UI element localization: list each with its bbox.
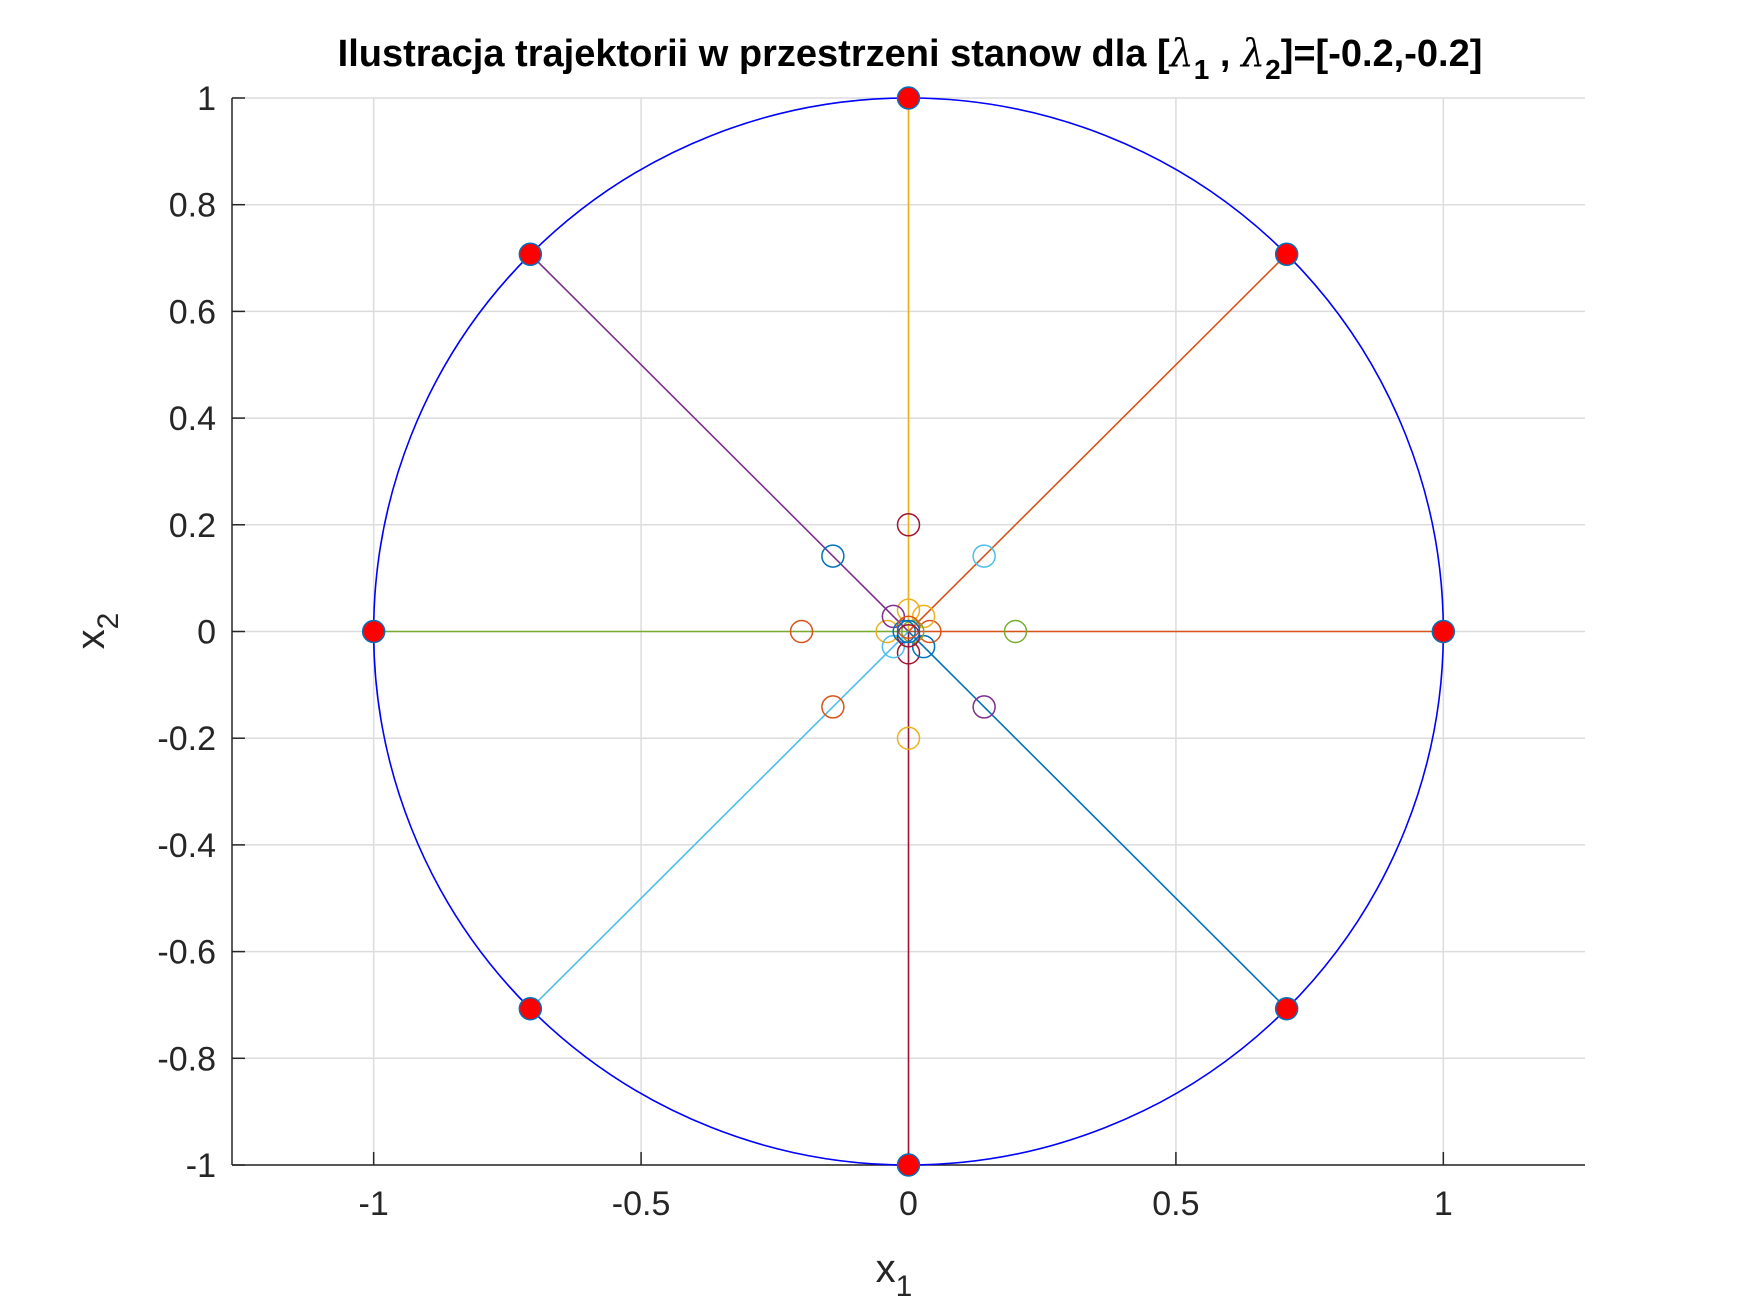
state-marker	[972, 695, 996, 719]
x-tick-label: -1	[359, 1185, 389, 1223]
y-tick-label: 0.4	[169, 400, 216, 438]
y-tick-label: -0.4	[157, 827, 216, 865]
initial-state-marker	[896, 1153, 921, 1177]
state-marker	[901, 619, 925, 644]
y-axis-label-subscript: 2	[92, 613, 125, 630]
title-subscript-1: 1	[1194, 54, 1210, 85]
initial-state-markers	[361, 86, 1456, 1177]
state-marker	[789, 619, 814, 644]
state-marker	[1003, 619, 1028, 644]
y-tick-label: 1	[197, 80, 216, 118]
state-marker	[896, 619, 921, 644]
y-tick-label: 0	[197, 614, 216, 652]
state-marker	[821, 695, 845, 719]
initial-state-marker	[518, 242, 543, 267]
y-tick-label: 0.2	[169, 507, 216, 545]
y-tick-label: -0.2	[157, 720, 216, 758]
y-tick-labels: -1 -0.8 -0.6 -0.4 -0.2 0 0.2 0.4 0.6 0.8 1	[157, 80, 216, 1185]
title-lambda-1: λ	[1168, 31, 1194, 75]
y-tick-label: 0.8	[169, 187, 216, 225]
state-marker	[972, 544, 996, 568]
y-axis-label-base: x	[69, 629, 113, 649]
initial-state-marker	[1274, 242, 1299, 267]
x-axis-label-base: x	[876, 1247, 896, 1291]
chart-title: Ilustracja trajektorii w przestrzeni sta…	[338, 31, 1483, 85]
title-subscript-2: 2	[1265, 54, 1281, 85]
trajectory-lines	[373, 98, 1444, 1165]
x-tick-label: 0	[899, 1185, 918, 1223]
state-marker	[896, 513, 921, 537]
initial-state-marker	[361, 619, 386, 644]
initial-state-marker	[896, 86, 921, 110]
y-axis-label: x2	[69, 613, 125, 650]
trajectory-line	[907, 630, 1288, 1010]
initial-state-marker	[518, 996, 543, 1021]
y-tick-label: -0.6	[157, 934, 216, 972]
title-prefix: Ilustracja trajektorii w przestrzeni sta…	[338, 33, 1170, 75]
state-marker	[892, 619, 916, 644]
state-marker	[821, 544, 845, 568]
x-tick-labels: -1 -0.5 0 0.5 1	[359, 1185, 1453, 1223]
state-marker	[896, 726, 921, 750]
state-marker	[896, 615, 921, 639]
title-suffix: ]=[-0.2,-0.2]	[1281, 33, 1483, 75]
x-axis-label-subscript: 1	[896, 1270, 913, 1303]
state-markers	[789, 513, 1028, 750]
y-tick-label: -0.8	[157, 1040, 216, 1078]
x-tick-label: -0.5	[612, 1185, 671, 1223]
title-lambda-2: λ	[1239, 31, 1265, 75]
x-axis-label: x1	[876, 1247, 913, 1303]
initial-state-marker	[1274, 996, 1299, 1021]
x-tick-label: 0.5	[1152, 1185, 1199, 1223]
title-separator: ,	[1209, 33, 1241, 75]
plot-area	[231, 86, 1585, 1177]
initial-state-marker	[1431, 619, 1456, 644]
y-tick-label: 0.6	[169, 293, 216, 331]
state-marker	[896, 624, 921, 648]
x-tick-label: 1	[1434, 1185, 1453, 1223]
y-tick-label: -1	[186, 1147, 216, 1185]
